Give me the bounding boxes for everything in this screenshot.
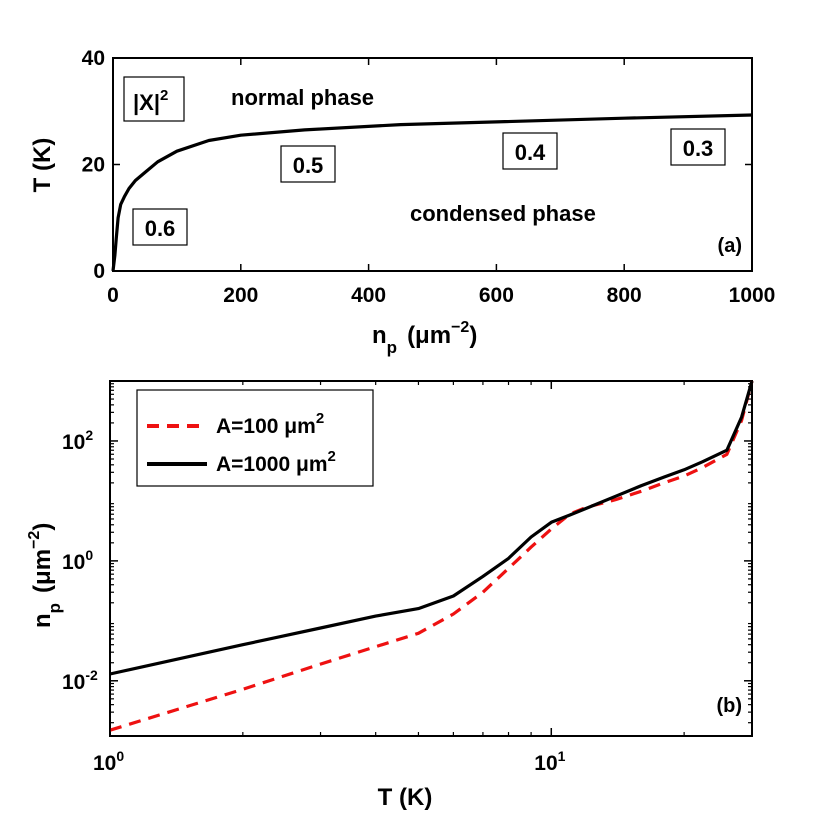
panel-a-xtick-label: 0 — [107, 284, 119, 307]
boxed-value-0-5-frame — [280, 145, 336, 183]
legend-label-a1000: A=1000 μm2 — [216, 448, 336, 476]
legend-label-a100: A=100 μm2 — [216, 410, 324, 438]
boxed-value-0-3-frame — [670, 128, 726, 166]
boxed-value-0-4-frame — [502, 132, 558, 170]
panel-b: 100 101 10-2 100 102 np(μm−2) T (K) A=100 μm… — [26, 380, 754, 811]
legend-box-x-squared — [123, 76, 185, 122]
panel-a-ytick-label: 0 — [93, 260, 105, 283]
panel-b-label: (b) — [716, 695, 742, 717]
panel-a-ytick-label: 40 — [82, 47, 105, 70]
panel-a-xtick-label: 400 — [351, 284, 386, 307]
panel-a-xtick-label: 800 — [607, 284, 642, 307]
boxed-value-0-5: 0.5 — [293, 153, 324, 178]
series-a1000-curve — [109, 380, 754, 676]
panel-b-legend-box — [136, 389, 374, 487]
panel-b-ticks: 100 101 10-2 100 102 — [62, 381, 752, 775]
panel-b-ytick-label: 102 — [62, 427, 93, 454]
panel-b-xlabel: T (K) — [378, 784, 433, 811]
panel-a-ylabel: T (K) — [29, 138, 56, 193]
panel-a-ticks: 0 200 400 600 800 1000 0 20 40 — [82, 47, 776, 307]
region-label-condensed-phase: condensed phase — [410, 201, 596, 226]
legend-x-squared-label: |X|2 — [133, 87, 168, 115]
panel-a-xtick-label: 200 — [223, 284, 258, 307]
boxed-value-0-6-frame — [132, 208, 188, 246]
panel-a-ytick-label: 20 — [82, 154, 105, 177]
panel-b-ytick-label: 100 — [62, 547, 93, 574]
panel-b-xtick-label: 101 — [534, 748, 565, 775]
phase-boundary-curve — [111, 113, 753, 272]
panel-a-plot-area — [112, 57, 753, 272]
boxed-value-0-3: 0.3 — [683, 136, 714, 161]
region-label-normal-phase: normal phase — [231, 85, 374, 110]
panel-a-xtick-label: 1000 — [729, 284, 776, 307]
boxed-value-0-4: 0.4 — [515, 140, 546, 165]
panel-a-xlabel: np (μm−2) — [372, 319, 477, 357]
panel-a-xtick-label: 600 — [479, 284, 514, 307]
panel-b-ytick-label: 10-2 — [62, 667, 98, 694]
panel-b-curve-layer — [109, 380, 754, 732]
panel-a-curve-layer — [111, 113, 753, 272]
panel-b-xtick-label: 100 — [93, 748, 124, 775]
panel-b-ylabel: np(μm−2) — [26, 523, 64, 628]
panel-a-label: (a) — [718, 235, 742, 257]
series-a100-curve — [109, 380, 754, 732]
panel-b-plot-area — [109, 380, 753, 737]
panel-a: 0 200 400 600 800 1000 0 20 40 T (K) np (μm−2) |X… — [29, 47, 775, 357]
boxed-value-0-6: 0.6 — [145, 216, 176, 241]
